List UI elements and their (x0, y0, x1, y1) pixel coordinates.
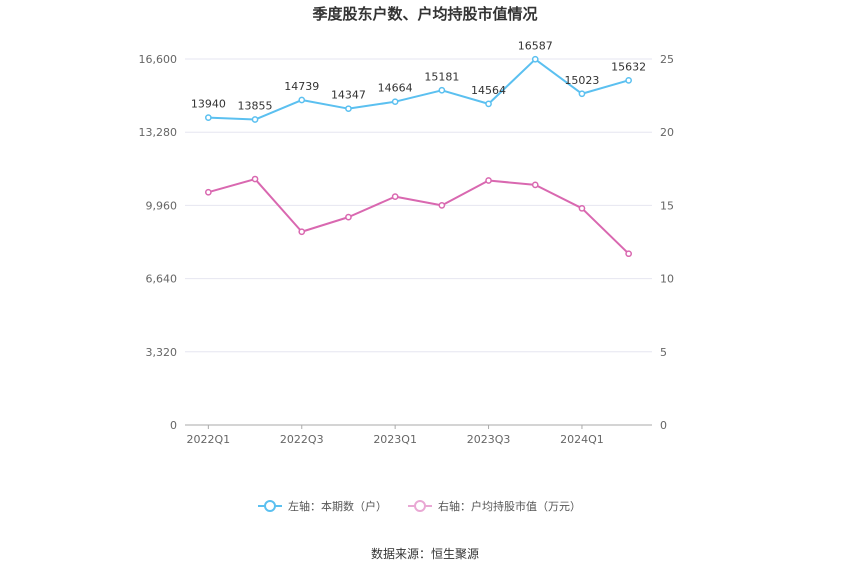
axes: 0 0 3,320 5 6,640 10 9,960 15 13,280 20 16,600 25 20… (139, 53, 675, 446)
right-axis-tick-label: 20 (660, 126, 674, 139)
legend-marker-right (414, 500, 426, 512)
data-label: 13855 (238, 100, 273, 113)
data-point-right (391, 193, 399, 200)
data-label: 15632 (611, 60, 646, 73)
data-point-right (578, 204, 586, 212)
data-point-left (205, 114, 212, 121)
legend-item-right[interactable]: 右轴：户均持股市值（万元） (408, 499, 581, 513)
legend-item-left[interactable]: 左轴：本期数（户） (258, 499, 387, 513)
data-label: 14564 (471, 84, 506, 97)
data-label: 15181 (424, 70, 459, 83)
data-point-right (205, 188, 212, 196)
data-label: 14664 (378, 82, 413, 95)
series-layer (205, 55, 633, 258)
data-point-left (625, 76, 633, 84)
data-point-right (251, 175, 259, 183)
left-axis-tick-label: 6,640 (146, 273, 178, 286)
legend-marker-left (264, 500, 276, 512)
left-axis-tick-label: 9,960 (146, 199, 178, 212)
data-point-left (531, 55, 539, 63)
data-labels: 13940 13855 14739 14347 14664 15181 14564 16587… (191, 39, 646, 112)
data-point-right (625, 250, 633, 258)
legend-label-right: 右轴：户均持股市值（万元） (438, 499, 581, 513)
data-point-left (251, 116, 259, 123)
chart-title: 季度股东户数、户均持股市值情况 (312, 5, 537, 23)
data-point-right (345, 213, 352, 221)
data-label: 14347 (331, 89, 366, 102)
data-point-left (391, 98, 399, 106)
data-point-right (298, 228, 306, 236)
data-label: 14739 (284, 80, 319, 93)
series-line-left (208, 58, 629, 121)
data-point-left (345, 105, 352, 113)
data-point-right (485, 177, 492, 184)
left-axis-tick-label: 3,320 (146, 346, 178, 359)
right-axis-tick-label: 10 (660, 273, 674, 286)
legend[interactable]: 左轴：本期数（户） 右轴：户均持股市值（万元） (258, 499, 581, 513)
data-point-right (438, 202, 446, 209)
gridlines (185, 58, 652, 353)
data-point-left (438, 86, 446, 94)
legend-label-left: 左轴：本期数（户） (288, 499, 387, 513)
left-axis-tick-label: 13,280 (139, 126, 178, 139)
right-axis-tick-label: 5 (660, 346, 667, 359)
data-label: 15023 (564, 74, 599, 87)
data-point-left (578, 90, 586, 98)
data-point-right (531, 181, 539, 189)
x-axis-tick-label: 2024Q1 (560, 433, 604, 446)
right-axis-tick-label: 0 (660, 419, 667, 432)
x-axis-tick-label: 2022Q1 (187, 433, 231, 446)
series-line-right (208, 178, 630, 255)
left-axis-tick-label: 0 (170, 419, 177, 432)
source-note: 数据来源：恒生聚源 (371, 546, 479, 561)
data-point-left (298, 96, 306, 104)
right-axis-tick-label: 25 (660, 53, 674, 66)
data-label: 13940 (191, 98, 226, 111)
data-point-left (485, 100, 492, 108)
x-axis-tick-label: 2022Q3 (280, 433, 324, 446)
x-axis-tick-label: 2023Q3 (467, 433, 511, 446)
right-axis-tick-label: 15 (660, 199, 674, 212)
x-axis-tick-label: 2023Q1 (373, 433, 417, 446)
data-label: 16587 (518, 39, 553, 52)
left-axis-tick-label: 16,600 (139, 53, 178, 66)
